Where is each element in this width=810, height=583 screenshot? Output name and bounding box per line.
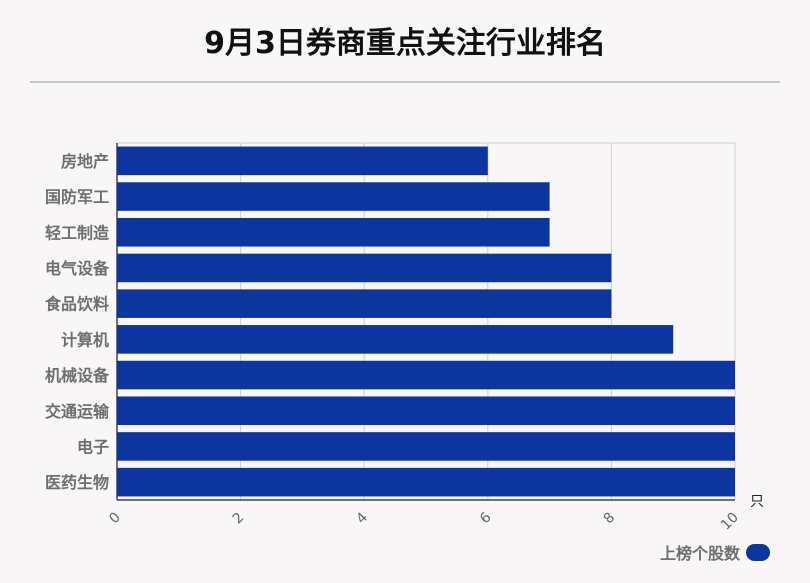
x-tick-labels: 0 2 4 6 8 10 bbox=[106, 509, 742, 533]
category-label: 房地产 bbox=[61, 152, 109, 171]
category-label: 交通运输 bbox=[45, 402, 110, 421]
legend-label: 上榜个股数 bbox=[659, 544, 740, 563]
x-unit-label: 只 bbox=[750, 494, 764, 510]
category-label: 医药生物 bbox=[45, 473, 109, 492]
x-tick-label: 2 bbox=[230, 510, 248, 528]
x-tick-label: 4 bbox=[353, 509, 371, 527]
title-divider bbox=[30, 81, 780, 83]
category-label: 食品饮料 bbox=[44, 295, 109, 314]
bar-5 bbox=[117, 325, 674, 354]
bar-3 bbox=[117, 253, 612, 283]
category-label: 计算机 bbox=[61, 330, 109, 349]
category-label: 轻工制造 bbox=[45, 223, 110, 242]
category-label: 电气设备 bbox=[45, 259, 110, 278]
legend: 上榜个股数 bbox=[660, 540, 770, 564]
bars bbox=[117, 146, 735, 497]
bar-2 bbox=[117, 217, 550, 247]
x-tick-label: 8 bbox=[601, 510, 619, 528]
bar-6 bbox=[117, 360, 735, 390]
legend-swatch bbox=[746, 543, 770, 561]
x-tick-label: 10 bbox=[718, 510, 742, 534]
bar-9 bbox=[117, 467, 735, 497]
x-tick-label: 6 bbox=[477, 509, 495, 527]
category-label: 机械设备 bbox=[45, 366, 110, 385]
bar-7 bbox=[117, 396, 735, 426]
x-tick-label: 0 bbox=[106, 510, 124, 528]
bar-4 bbox=[117, 289, 612, 318]
bar-0 bbox=[117, 146, 488, 176]
category-label: 电子 bbox=[77, 437, 109, 456]
chart-title: 9月3日券商重点关注行业排名 bbox=[204, 26, 606, 61]
bar-1 bbox=[117, 182, 550, 211]
category-label: 国防军工 bbox=[45, 188, 109, 207]
bar-8 bbox=[117, 432, 735, 461]
